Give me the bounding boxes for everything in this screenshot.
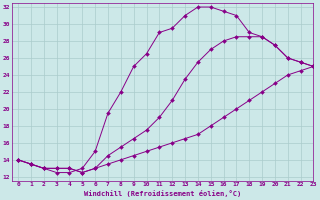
X-axis label: Windchill (Refroidissement éolien,°C): Windchill (Refroidissement éolien,°C) (84, 190, 241, 197)
